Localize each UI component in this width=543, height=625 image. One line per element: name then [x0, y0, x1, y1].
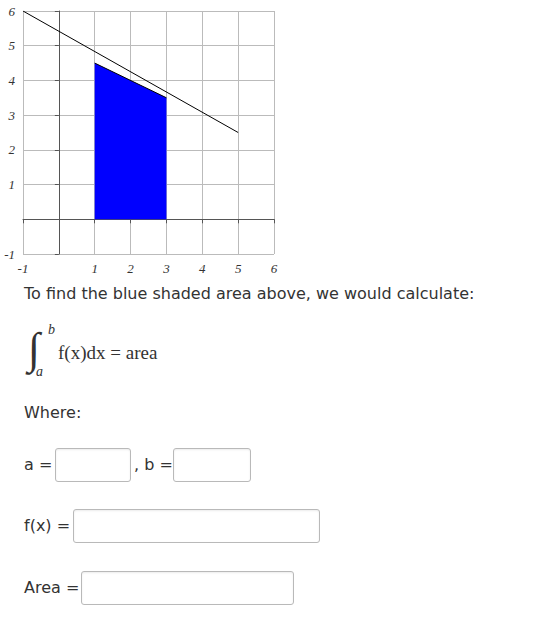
svg-text:3: 3: [8, 108, 16, 123]
svg-text:4: 4: [199, 261, 206, 275]
svg-text:5: 5: [9, 38, 16, 53]
svg-text:6: 6: [9, 4, 16, 19]
svg-text:1: 1: [9, 177, 16, 192]
html-text:f(x)dx = area: f(x)dx = area: [58, 342, 158, 363]
html-text:To find the blue shaded area a: To find the blue shaded area above, we w…: [24, 284, 475, 303]
svg-text:-1: -1: [4, 247, 15, 262]
svg-text:2: 2: [127, 261, 134, 275]
html-text:, b =: , b =: [134, 455, 173, 474]
svg-text:-1: -1: [18, 261, 29, 275]
html-text:a =: a =: [24, 455, 53, 474]
svg-text:1: 1: [91, 261, 98, 275]
html-text:Area =: Area =: [24, 578, 80, 597]
svg-text:4: 4: [9, 73, 16, 88]
svg-text:3: 3: [162, 261, 170, 275]
html-text:b: b: [48, 322, 55, 337]
svg-text:5: 5: [235, 261, 242, 275]
svg-text:2: 2: [9, 142, 16, 157]
html-text:f(x) =: f(x) =: [24, 516, 71, 535]
html-text:Where:: Where:: [24, 403, 82, 422]
html-text:a: a: [36, 364, 43, 379]
svg-text:6: 6: [271, 261, 278, 275]
